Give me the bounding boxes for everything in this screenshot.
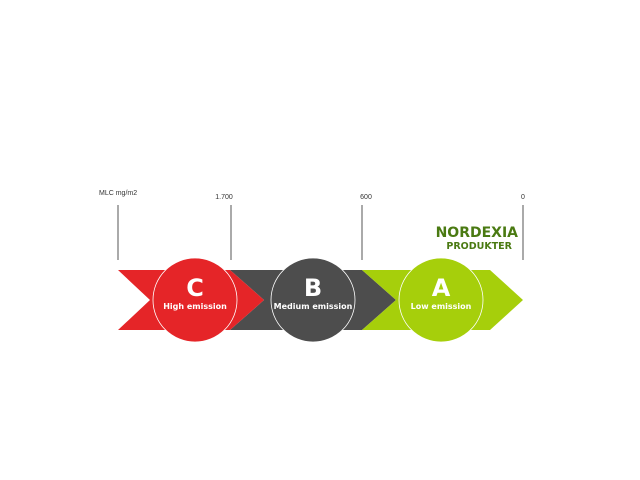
brand-name: NORDEXIA	[436, 225, 519, 241]
class-c-badge: C High emission	[152, 257, 238, 343]
tick-label-0: 0	[521, 194, 525, 201]
class-letter: B	[304, 274, 322, 302]
class-label: High emission	[163, 302, 227, 311]
class-a-badge: A Low emission	[398, 257, 484, 343]
class-letter: A	[432, 274, 451, 302]
tick-label-600: 600	[360, 194, 372, 201]
brand-subtitle: PRODUKTER	[446, 241, 512, 252]
class-b-badge: B Medium emission	[270, 257, 356, 343]
class-label: Medium emission	[274, 302, 353, 311]
class-label: Low emission	[411, 302, 472, 311]
class-letter: C	[186, 274, 204, 302]
unit-label: MLC mg/m2	[99, 190, 137, 197]
tick-label-1700: 1.700	[215, 194, 233, 201]
